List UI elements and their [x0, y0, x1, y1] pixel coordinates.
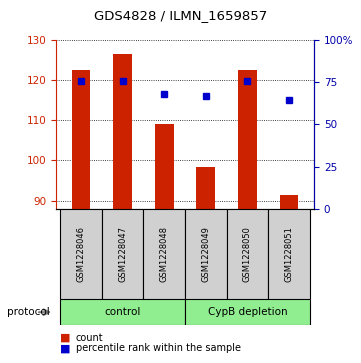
- Bar: [143, 209, 185, 299]
- Bar: [268, 209, 310, 299]
- Text: ■: ■: [60, 343, 70, 354]
- Text: protocol: protocol: [7, 307, 50, 317]
- Text: GSM1228047: GSM1228047: [118, 226, 127, 282]
- Text: GSM1228050: GSM1228050: [243, 226, 252, 282]
- Bar: [155, 124, 174, 209]
- Bar: [196, 167, 215, 209]
- Bar: [102, 209, 143, 299]
- Text: GSM1228046: GSM1228046: [77, 226, 86, 282]
- Text: count: count: [76, 333, 104, 343]
- Bar: [71, 70, 90, 209]
- Text: GDS4828 / ILMN_1659857: GDS4828 / ILMN_1659857: [94, 9, 267, 22]
- Bar: [185, 299, 310, 325]
- Text: control: control: [104, 307, 141, 317]
- Text: CypB depletion: CypB depletion: [208, 307, 287, 317]
- Bar: [238, 70, 257, 209]
- Text: percentile rank within the sample: percentile rank within the sample: [76, 343, 241, 354]
- Text: ■: ■: [60, 333, 70, 343]
- Text: GSM1228049: GSM1228049: [201, 226, 210, 282]
- Bar: [185, 209, 227, 299]
- Bar: [60, 209, 102, 299]
- Bar: [113, 54, 132, 209]
- Bar: [280, 195, 299, 209]
- Bar: [60, 299, 185, 325]
- Bar: [227, 209, 268, 299]
- Text: GSM1228048: GSM1228048: [160, 226, 169, 282]
- Text: GSM1228051: GSM1228051: [284, 226, 293, 282]
